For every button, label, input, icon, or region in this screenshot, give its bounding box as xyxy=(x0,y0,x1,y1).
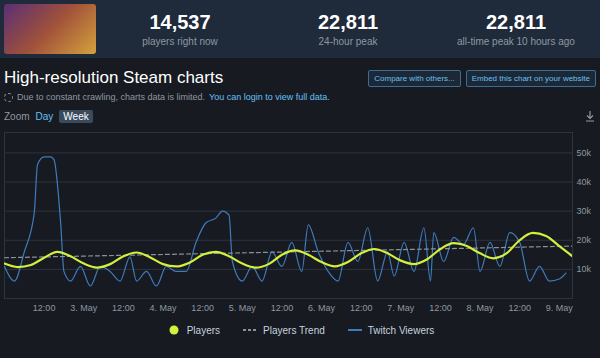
html-text:Week: Week xyxy=(63,110,89,122)
html-text:players right now: players right now xyxy=(142,36,218,47)
svg-text:12:00: 12:00 xyxy=(271,303,294,313)
html-text:Players: Players xyxy=(186,324,221,336)
svg-text:9. May: 9. May xyxy=(546,303,574,313)
svg-text:20k: 20k xyxy=(577,235,592,245)
svg-text:12:00: 12:00 xyxy=(191,303,214,313)
svg-text:3. May: 3. May xyxy=(70,303,98,313)
html-text:Players Trend: Players Trend xyxy=(263,324,325,336)
html-text:High-resolution Steam charts: High-resolution Steam charts xyxy=(4,68,224,87)
svg-text:12:00: 12:00 xyxy=(429,303,452,313)
svg-text:4. May: 4. May xyxy=(150,303,178,313)
html-text:Day: Day xyxy=(35,110,54,122)
html-text:Compare with others...: Compare with others... xyxy=(374,73,455,83)
svg-text:40k: 40k xyxy=(577,177,592,187)
html-text:22,811: 22,811 xyxy=(318,11,378,33)
html-text:Twitch Viewers: Twitch Viewers xyxy=(367,324,435,336)
html-text:Due to constant crawling, char: Due to constant crawling, charts data is… xyxy=(17,92,330,102)
html-text:14,537: 14,537 xyxy=(149,11,211,33)
svg-text:50k: 50k xyxy=(577,148,592,158)
svg-text:12:00: 12:00 xyxy=(33,303,56,313)
svg-text:12:00: 12:00 xyxy=(508,303,531,313)
html-text:Zoom: Zoom xyxy=(4,110,30,122)
svg-text:8. May: 8. May xyxy=(467,303,495,313)
html-text:all-time peak 10 hours ago: all-time peak 10 hours ago xyxy=(457,36,575,47)
html-text:22,811: 22,811 xyxy=(486,11,546,33)
svg-text:12:00: 12:00 xyxy=(350,303,373,313)
svg-text:12:00: 12:00 xyxy=(112,303,135,313)
svg-text:6. May: 6. May xyxy=(308,303,336,313)
svg-text:7. May: 7. May xyxy=(387,303,415,313)
html-text:Embed this chart on your websi: Embed this chart on your website xyxy=(471,73,590,83)
svg-text:10k: 10k xyxy=(577,264,592,274)
html-text:24-hour peak: 24-hour peak xyxy=(318,36,378,47)
svg-text:5. May: 5. May xyxy=(229,303,257,313)
svg-text:30k: 30k xyxy=(577,206,592,216)
